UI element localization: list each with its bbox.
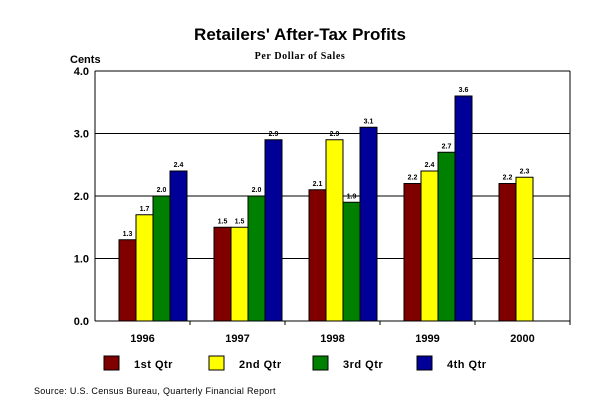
data-label: 2.7 — [442, 143, 452, 150]
bar — [118, 239, 137, 322]
bar — [325, 139, 344, 322]
y-tick-label: 3.0 — [74, 129, 89, 141]
legend-item: 2nd Qtr — [208, 355, 282, 371]
legend-label: 1st Qtr — [134, 359, 173, 371]
bar — [213, 226, 232, 322]
data-label: 1.3 — [123, 231, 133, 238]
legend-item: 3rd Qtr — [312, 355, 383, 371]
y-tick-label: 1.0 — [74, 254, 89, 266]
data-label: 2.3 — [520, 168, 530, 175]
legend-swatch — [312, 355, 329, 371]
legend-label: 3rd Qtr — [343, 359, 383, 371]
x-tick-label: 1997 — [225, 333, 249, 345]
bar — [342, 201, 361, 322]
bar — [498, 183, 517, 322]
legend-item: 4th Qtr — [416, 355, 487, 371]
x-tick-label: 1996 — [130, 333, 154, 345]
data-label: 1.7 — [140, 206, 150, 213]
data-label: 2.0 — [157, 187, 167, 194]
axes — [94, 71, 571, 325]
source-note: Source: U.S. Census Bureau, Quarterly Fi… — [34, 386, 276, 396]
legend-item: 1st Qtr — [103, 355, 173, 371]
data-label: 3.6 — [459, 87, 469, 94]
x-tick-label: 1999 — [415, 333, 439, 345]
x-tick-labels: 1996 1997 1998 1999 2000 — [130, 333, 534, 345]
bars — [118, 95, 534, 322]
bar — [454, 95, 473, 322]
data-label: 2.9 — [269, 131, 279, 138]
legend-label: 4th Qtr — [447, 359, 487, 371]
y-tick-labels: 0.0 1.0 2.0 3.0 4.0 — [74, 66, 89, 328]
chart-subtitle: Per Dollar of Sales — [255, 51, 346, 62]
bar — [264, 139, 283, 322]
data-label: 2.2 — [503, 175, 513, 182]
bar — [152, 195, 171, 322]
data-label: 3.1 — [364, 118, 374, 125]
data-labels: 1.3 1.7 2.0 2.4 1.5 1.5 2.0 2.9 2.1 2.9 1.9 3.1 2.2 2… — [123, 87, 530, 238]
chart-title: Retailers' After-Tax Profits — [194, 25, 406, 44]
bar — [230, 226, 249, 322]
legend-swatch — [103, 355, 120, 371]
x-tick-label: 2000 — [510, 333, 534, 345]
y-tick-label: 0.0 — [74, 316, 89, 328]
data-label: 2.1 — [313, 181, 323, 188]
bar — [359, 126, 378, 322]
y-tick-label: 2.0 — [74, 191, 89, 203]
data-label: 2.4 — [174, 162, 184, 169]
x-tick-label: 1998 — [320, 333, 344, 345]
data-label: 2.9 — [330, 131, 340, 138]
bar — [308, 189, 327, 322]
bar — [169, 170, 188, 322]
data-label: 1.5 — [218, 218, 228, 225]
data-label: 1.5 — [235, 218, 245, 225]
data-label: 2.2 — [408, 175, 418, 182]
y-axis-label: Cents — [70, 54, 101, 66]
bar — [420, 170, 439, 322]
legend: 1st Qtr 2nd Qtr 3rd Qtr 4th Qtr — [103, 355, 487, 371]
legend-swatch — [208, 355, 225, 371]
legend-label: 2nd Qtr — [239, 359, 282, 371]
y-tick-label: 4.0 — [74, 66, 89, 78]
legend-swatch — [416, 355, 433, 371]
bar — [437, 151, 456, 322]
data-label: 2.0 — [252, 187, 262, 194]
data-label: 1.9 — [347, 193, 357, 200]
bar — [247, 195, 266, 322]
bar — [515, 176, 534, 322]
bar — [403, 183, 422, 322]
bar — [135, 214, 154, 322]
data-label: 2.4 — [425, 162, 435, 169]
